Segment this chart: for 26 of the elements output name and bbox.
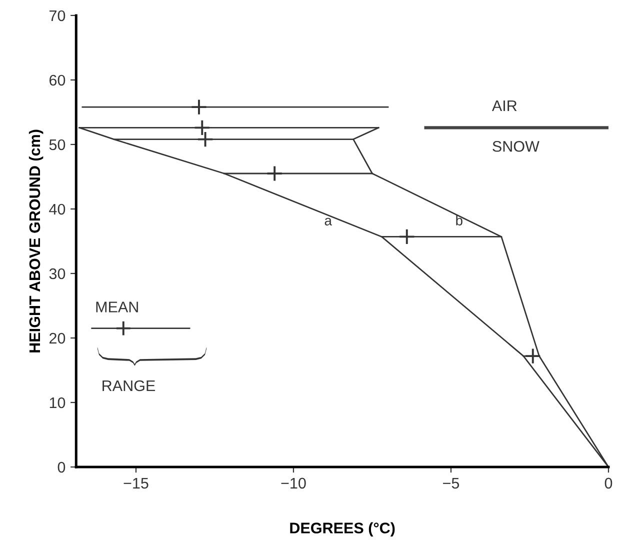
point xyxy=(194,119,210,136)
annotation: AIR xyxy=(492,100,517,112)
x-tick-label: −5 xyxy=(443,478,460,489)
annotation: SNOW xyxy=(492,140,540,152)
x-tick-label: −15 xyxy=(124,478,148,489)
y-tick-label: 40 xyxy=(49,204,66,215)
y-tick-label: 50 xyxy=(49,139,66,150)
y-axis-title: HEIGHT ABOVE GROUND (cm) xyxy=(28,130,44,352)
point xyxy=(398,228,416,245)
y-tick-label: 60 xyxy=(50,74,66,86)
x-tick-label: 0 xyxy=(604,478,612,489)
point xyxy=(190,98,208,116)
y-tick-label: 30 xyxy=(49,268,66,280)
annotation: MEAN xyxy=(96,302,138,312)
y-tick-label: 10 xyxy=(50,397,66,408)
point xyxy=(266,165,283,182)
x-axis-title: DEGREES (°C) xyxy=(290,522,395,536)
point xyxy=(197,131,214,148)
y-tick-label: 70 xyxy=(50,10,66,22)
series-label: a xyxy=(324,218,332,226)
y-tick-label: 20 xyxy=(49,332,66,344)
series-label: b xyxy=(456,215,462,226)
annotation: RANGE xyxy=(102,380,156,392)
y-tick-label: 0 xyxy=(58,462,66,473)
point xyxy=(524,348,542,364)
x-tick-label: −10 xyxy=(281,478,306,489)
